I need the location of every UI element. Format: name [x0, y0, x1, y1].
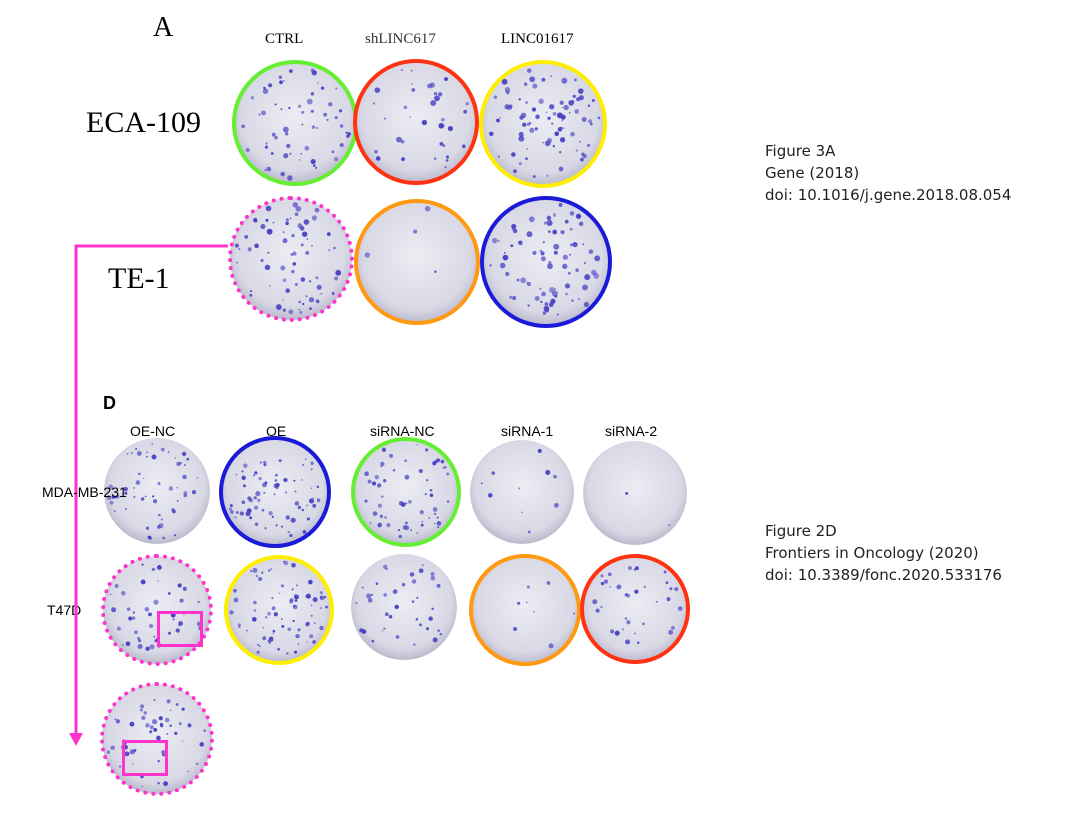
plate-eca109-linc01617 [481, 62, 605, 186]
plate-mda-sirna-1 [470, 440, 574, 544]
row-label-mda-mb-231: MDA-MB-231 [42, 484, 127, 500]
plate-mda-sirna-2 [583, 441, 687, 545]
citation-d-doi: doi: 10.3389/fonc.2020.533176 [765, 566, 1002, 584]
col-label-sirna-1: siRNA-1 [501, 423, 554, 439]
col-label-linc01617: LINC01617 [501, 31, 574, 47]
citation-a-journal: Gene (2018) [765, 164, 860, 182]
col-label-ctrl: CTRL [265, 31, 304, 47]
citation-a-doi: doi: 10.1016/j.gene.2018.08.054 [765, 186, 1012, 204]
col-label-shlinc617: shLINC617 [365, 31, 436, 47]
plate-t47d-oe-nc [103, 556, 211, 664]
citation-d-journal: Frontiers in Oncology (2020) [765, 544, 979, 562]
row-label-te1: TE-1 [108, 262, 170, 295]
row-label-t47d: T47D [47, 602, 82, 618]
col-label-sirna-2: siRNA-2 [605, 423, 658, 439]
plate-t47d-sirna-nc [351, 554, 457, 660]
col-label-sirna-nc: siRNA-NC [370, 423, 435, 439]
plate-mda-oe-nc [104, 438, 210, 544]
row-label-eca109: ECA-109 [86, 106, 201, 139]
plate-t47d-sirna-2 [582, 556, 688, 662]
plate-te1-ctrl [230, 198, 352, 320]
plate-te1-linc01617 [482, 198, 610, 326]
col-label-oe: OE [266, 423, 287, 439]
citation-figure-2d: Figure 2D Frontiers in Oncology (2020) d… [765, 520, 1002, 586]
citation-d-title: Figure 2D [765, 522, 837, 540]
citation-a-title: Figure 3A [765, 142, 836, 160]
plate-eca109-shlinc617 [355, 61, 477, 183]
panel-a-letter: A [153, 12, 174, 43]
plate-t47d-sirna-1 [471, 556, 579, 664]
plate-mda-oe [221, 438, 329, 546]
panel-d-letter: D [103, 393, 116, 413]
plate-te1-shlinc617 [356, 201, 478, 323]
plate-mda-sirna-nc [353, 439, 459, 545]
col-label-oe-nc: OE-NC [130, 423, 176, 439]
plate-t47d-oe-nc-zoom [102, 684, 212, 794]
plate-eca109-ctrl [234, 62, 356, 184]
citation-figure-3a: Figure 3A Gene (2018) doi: 10.1016/j.gen… [765, 140, 1011, 206]
plate-t47d-oe [226, 557, 332, 663]
